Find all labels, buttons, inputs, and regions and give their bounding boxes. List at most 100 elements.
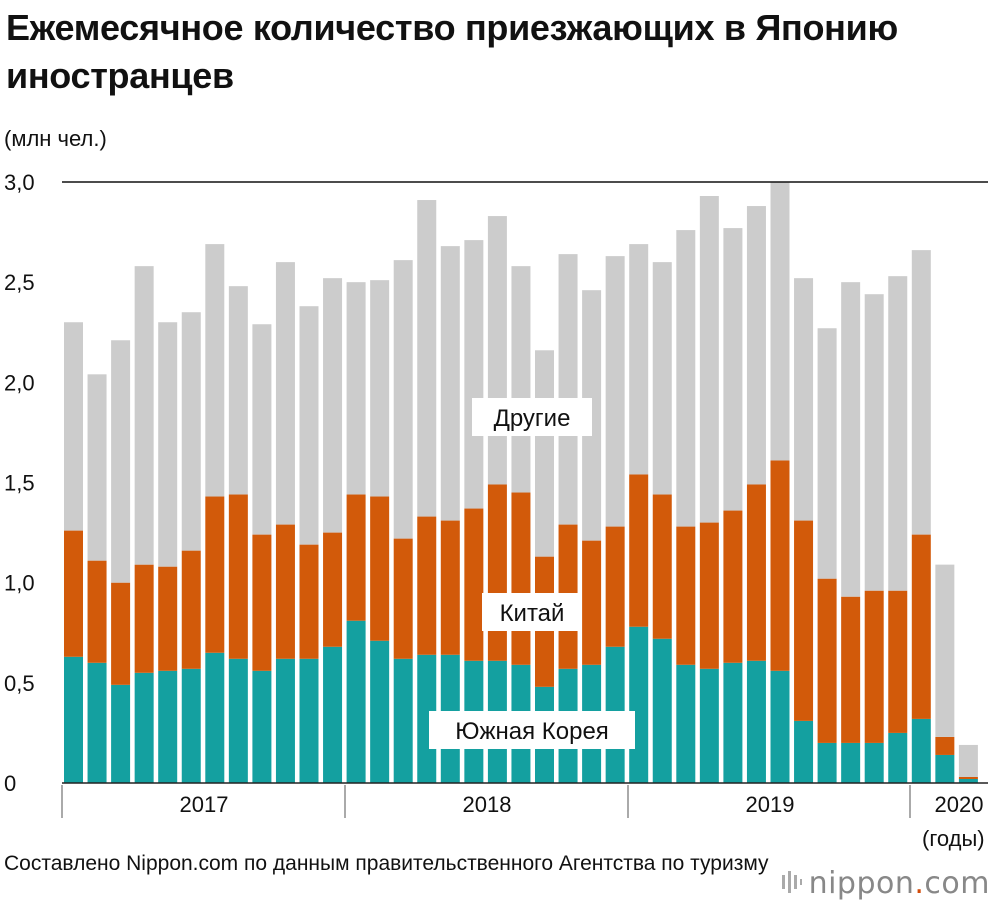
bar-korea-2019-10: [841, 742, 861, 783]
bar-other-2018-09: [535, 350, 554, 557]
year-label-2020: 2020: [935, 792, 984, 817]
bar-china-2018-07: [487, 484, 507, 661]
bar-other-2019-12: [888, 276, 908, 591]
bar-korea-2020-01: [911, 718, 931, 783]
bar-other-2017-09: [252, 324, 272, 535]
bar-korea-2018-02: [370, 640, 390, 783]
year-label-2018: 2018: [463, 792, 512, 817]
bar-other-2017-05: [158, 322, 178, 567]
y-tick-label: 1,0: [4, 571, 35, 596]
bar-korea-2017-01: [64, 656, 83, 783]
bar-china-2019-10: [841, 596, 861, 743]
bar-china-2018-01: [346, 494, 366, 621]
bar-other-2019-05: [723, 228, 743, 511]
bar-china-2018-06: [464, 508, 484, 661]
bar-other-2020-02: [935, 564, 955, 737]
bar-other-2019-10: [841, 282, 861, 597]
series-label-box-korea: [429, 711, 635, 749]
x-axis-unit: (годы): [922, 826, 985, 851]
bar-other-2019-09: [817, 328, 837, 579]
bar-korea-2017-11: [299, 658, 319, 783]
bar-korea-2017-12: [323, 646, 343, 783]
bar-china-2020-02: [935, 736, 955, 755]
bar-korea-2019-08: [794, 720, 814, 783]
bar-korea-2019-06: [746, 660, 766, 783]
bar-china-2018-04: [417, 516, 437, 655]
bar-other-2019-06: [746, 206, 766, 485]
bar-china-2019-03: [676, 526, 696, 665]
bar-other-2018-07: [487, 216, 507, 485]
bar-korea-2017-02: [87, 662, 107, 783]
bar-china-2018-03: [393, 538, 413, 659]
bar-china-2019-01: [629, 474, 649, 627]
bar-korea-2017-07: [205, 652, 225, 783]
bar-other-2020-01: [911, 250, 931, 535]
bar-other-2018-05: [440, 246, 460, 521]
bar-other-2018-06: [464, 240, 484, 509]
bar-other-2017-03: [111, 340, 131, 583]
bar-korea-2017-03: [111, 684, 131, 783]
series-label-china: Китай: [500, 600, 565, 627]
bar-china-2017-11: [299, 544, 319, 659]
bar-other-2020-03: [958, 744, 978, 777]
bar-korea-2018-03: [393, 658, 413, 783]
y-tick-label: 3,0: [4, 170, 35, 195]
bar-other-2018-03: [393, 260, 413, 539]
bar-korea-2019-01: [629, 626, 649, 783]
bar-china-2018-12: [605, 526, 625, 647]
bar-china-2020-01: [911, 534, 931, 719]
logo-suffix: com: [924, 866, 990, 901]
series-label-box-china: [482, 593, 582, 631]
y-tick-label: 2,0: [4, 370, 35, 395]
bar-korea-2017-04: [134, 672, 154, 783]
bar-other-2019-11: [864, 294, 884, 591]
bar-other-2018-01: [346, 282, 366, 495]
series-label-box-other: [472, 398, 592, 436]
bar-other-2017-12: [323, 278, 343, 533]
bar-china-2017-02: [87, 560, 107, 663]
bar-other-2019-07: [770, 182, 790, 461]
bar-china-2017-01: [64, 530, 83, 657]
bar-other-2019-01: [629, 244, 649, 475]
source-note: Составлено Nippon.com по данным правител…: [4, 852, 769, 875]
series-label-korea: Южная Корея: [455, 718, 609, 745]
bar-china-2018-02: [370, 496, 390, 641]
bar-china-2017-03: [111, 582, 131, 685]
bar-china-2019-09: [817, 578, 837, 743]
bar-china-2018-11: [582, 540, 602, 665]
axis-group: 0 0,5 1,0 1,5 2,0 2,5 3,0 2017 2018 2019 2020: [4, 170, 988, 818]
bar-korea-2019-02: [652, 638, 672, 783]
bar-china-2018-08: [511, 492, 531, 665]
y-tick-label: 2,5: [4, 270, 35, 295]
y-tick-label: 1,5: [4, 471, 35, 496]
bar-other-2017-11: [299, 306, 319, 545]
bar-china-2017-09: [252, 534, 272, 671]
bar-other-2019-03: [676, 230, 696, 527]
chart-title: Ежемесячное количество приезжающих в Япо…: [6, 7, 898, 96]
bar-korea-2019-07: [770, 670, 790, 783]
y-tick-label: 0,5: [4, 671, 35, 696]
bar-china-2017-12: [323, 532, 343, 647]
bar-china-2019-04: [699, 522, 719, 669]
logo-name: nippon: [808, 866, 915, 901]
y-axis-unit: (млн чел.): [4, 126, 107, 151]
bar-korea-2019-09: [817, 742, 837, 783]
bar-china-2019-06: [746, 484, 766, 661]
year-label-2017: 2017: [180, 792, 229, 817]
bar-china-2019-12: [888, 590, 908, 733]
bar-china-2019-08: [794, 520, 814, 721]
bar-korea-2017-08: [228, 658, 248, 783]
bar-other-2017-06: [181, 312, 201, 551]
bar-korea-2019-03: [676, 664, 696, 783]
bar-china-2019-02: [652, 494, 672, 639]
nippon-logo[interactable]: nippon.com: [781, 866, 990, 901]
bar-china-2017-07: [205, 496, 225, 653]
bar-korea-2019-05: [723, 662, 743, 783]
bars-group: [64, 182, 978, 783]
year-label-2019: 2019: [746, 792, 795, 817]
bar-other-2018-12: [605, 256, 625, 527]
bar-korea-2020-02: [935, 754, 955, 783]
bar-other-2018-02: [370, 280, 390, 497]
bar-china-2017-08: [228, 494, 248, 659]
